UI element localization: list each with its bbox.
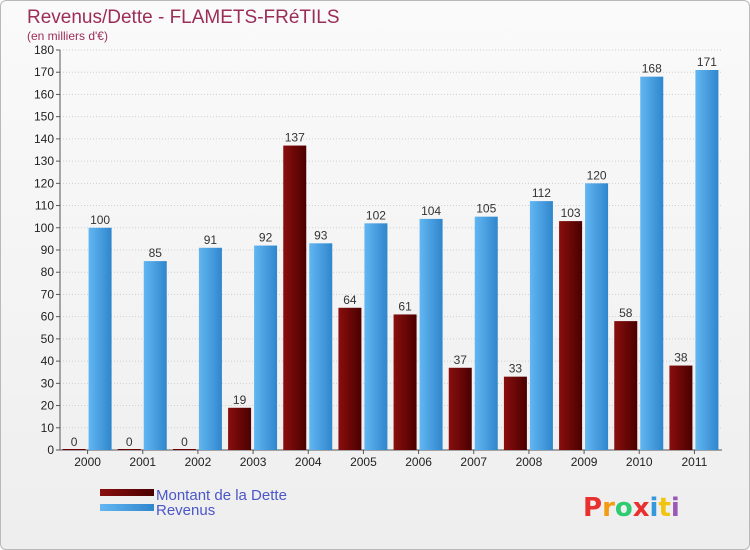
bar-revenus: [254, 245, 278, 450]
legend-label: Revenus: [156, 502, 215, 519]
data-label: 61: [398, 299, 412, 313]
data-label: 64: [343, 293, 357, 307]
data-label: 37: [454, 353, 468, 367]
bar-dette: [283, 145, 307, 451]
bar-revenus: [309, 243, 333, 450]
y-tick-label: 110: [35, 199, 54, 213]
x-tick-label: 2009: [571, 455, 598, 469]
data-label: 0: [71, 435, 78, 449]
bar-dette: [448, 367, 472, 450]
y-tick-label: 170: [34, 65, 54, 79]
legend-swatch: [100, 504, 154, 511]
bar-dette: [228, 407, 252, 450]
logo-letter: P: [583, 493, 602, 523]
data-label: 0: [181, 435, 188, 449]
data-label: 168: [642, 62, 662, 76]
bars: 0 100 0 85 0 91 19 92 137 93 64 102 61 104 37 105 33 112 1…: [62, 55, 719, 451]
bar-revenus: [474, 216, 498, 450]
y-tick-label: 70: [41, 287, 55, 301]
y-tick-label: 10: [41, 421, 55, 435]
data-label: 33: [509, 362, 523, 376]
data-label: 93: [314, 228, 328, 242]
data-label: 0: [126, 435, 133, 449]
y-tick-label: 180: [34, 43, 54, 57]
bar-dette: [559, 221, 583, 450]
y-tick-label: 80: [41, 265, 55, 279]
data-label: 112: [532, 186, 551, 200]
data-label: 120: [587, 168, 607, 182]
bar-revenus: [585, 183, 609, 451]
chart-title: Revenus/Dette - FLAMETS-FRéTILS: [27, 7, 340, 28]
y-tick-label: 130: [34, 154, 54, 168]
data-label: 105: [476, 202, 496, 216]
data-label: 103: [561, 206, 581, 220]
logo-letter: x: [633, 493, 650, 523]
data-label: 100: [90, 213, 110, 227]
x-tick-label: 2004: [295, 455, 322, 469]
data-label: 92: [259, 231, 273, 245]
logo-letter: o: [615, 493, 633, 523]
y-tick-label: 20: [41, 399, 55, 413]
logo-letter: r: [602, 493, 615, 523]
data-label: 137: [285, 131, 305, 145]
bar-dette: [393, 314, 417, 450]
x-tick-label: 2001: [129, 455, 156, 469]
data-label: 58: [619, 306, 633, 320]
y-tick-label: 120: [34, 176, 54, 190]
y-tick-label: 100: [34, 221, 54, 235]
data-label: 19: [233, 393, 247, 407]
data-label: 104: [421, 204, 441, 218]
proxiti-logo: Proxiti: [583, 493, 680, 523]
x-tick-label: 2010: [626, 455, 653, 469]
y-tick-label: 140: [34, 132, 54, 146]
y-tick-label: 90: [41, 243, 55, 257]
logo-letter: t: [658, 493, 670, 523]
data-label: 171: [697, 55, 717, 69]
x-axis: 2000 2001 2002 2003 2004 2005 2006 2007 2008 2009…: [74, 450, 708, 469]
chart-subtitle: (en milliers d'€): [27, 29, 108, 43]
data-label: 85: [149, 246, 163, 260]
bar-revenus: [529, 201, 553, 450]
bar-revenus: [88, 227, 112, 450]
bar-revenus: [695, 70, 719, 450]
x-tick-label: 2007: [460, 455, 487, 469]
logo-text: Proxiti: [583, 493, 680, 523]
legend-swatch: [100, 489, 154, 496]
data-label: 91: [204, 233, 218, 247]
y-tick-label: 60: [41, 310, 55, 324]
bar-revenus: [143, 261, 167, 450]
y-tick-label: 40: [41, 354, 55, 368]
bar-revenus: [198, 247, 222, 450]
y-axis: 0102030405060708090100110120130140150160…: [34, 43, 722, 457]
logo-letter: i: [671, 493, 680, 523]
bar-revenus: [364, 223, 388, 450]
bar-dette: [503, 376, 527, 450]
x-tick-label: 2006: [405, 455, 432, 469]
y-tick-label: 30: [41, 376, 55, 390]
y-tick-label: 160: [34, 87, 54, 101]
x-tick-label: 2011: [682, 455, 708, 469]
data-label: 102: [366, 208, 386, 222]
x-tick-label: 2005: [350, 455, 377, 469]
bar-revenus: [640, 76, 664, 451]
x-tick-label: 2000: [74, 455, 101, 469]
bar-revenus: [419, 218, 443, 450]
y-tick-label: 0: [47, 443, 54, 457]
x-tick-label: 2008: [516, 455, 543, 469]
data-label: 38: [674, 351, 688, 365]
bar-dette: [338, 307, 362, 450]
y-tick-label: 50: [41, 332, 55, 346]
y-tick-label: 150: [34, 110, 54, 124]
logo-letter: i: [650, 493, 659, 523]
bar-dette: [614, 321, 638, 450]
x-tick-label: 2002: [185, 455, 212, 469]
legend-label: Montant de la Dette: [156, 487, 287, 504]
x-tick-label: 2003: [240, 455, 267, 469]
bar-dette: [669, 365, 693, 450]
